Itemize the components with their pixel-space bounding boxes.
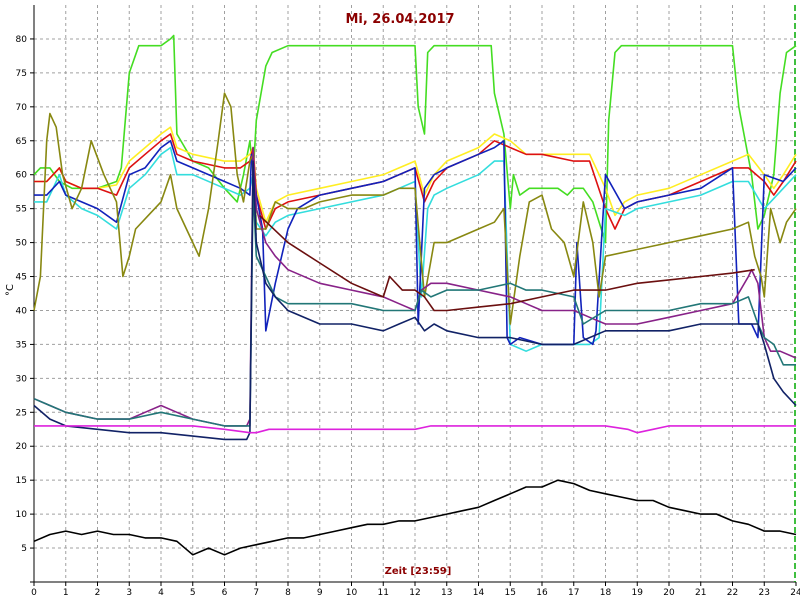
x-axis-label: Zeit [23:59] [385, 566, 452, 577]
y-tick-label: 65 [16, 137, 27, 147]
y-tick-label: 55 [16, 205, 27, 215]
x-tick-label: 1 [63, 588, 69, 598]
x-tick-label: 19 [632, 588, 644, 598]
y-axis-label: °C [5, 284, 16, 296]
y-tick-label: 70 [16, 103, 28, 113]
x-tick-label: 6 [222, 588, 228, 598]
series [33, 34, 797, 556]
series-line-6 [33, 92, 797, 325]
y-tick-label: 60 [16, 171, 28, 181]
y-tick-label: 40 [16, 306, 28, 316]
series-line-7 [33, 146, 797, 427]
series-line-12 [258, 214, 755, 312]
x-tick-label: 12 [409, 588, 420, 598]
y-tick-label: 80 [16, 35, 28, 45]
x-tick-label: 13 [441, 588, 452, 598]
x-tick-label: 11 [378, 588, 389, 598]
x-tick-label: 15 [505, 588, 516, 598]
series-line-9 [33, 160, 797, 441]
x-tick-label: 24 [790, 588, 800, 598]
y-tick-label: 30 [16, 374, 28, 384]
y-tick-label: 10 [16, 510, 28, 520]
x-tick-label: 0 [31, 588, 37, 598]
x-tick-label: 4 [158, 588, 164, 598]
x-tick-label: 22 [727, 588, 738, 598]
y-tick-label: 45 [16, 273, 27, 283]
x-tick-label: 8 [285, 588, 291, 598]
y-tick-label: 15 [16, 476, 27, 486]
y-tick-label: 25 [16, 408, 27, 418]
series-line-4 [34, 146, 797, 353]
x-tick-label: 9 [317, 588, 323, 598]
x-tick-label: 2 [95, 588, 101, 598]
labels: 0 1 2 3 4 5 6 7 8 9 10 11 12 13 14 15 16 17 18 19 20 21 22 23 24… [16, 35, 800, 598]
y-tick-label: 75 [16, 69, 27, 79]
x-tick-label: 17 [568, 588, 579, 598]
x-tick-label: 21 [695, 588, 706, 598]
y-tick-label: 20 [16, 442, 28, 452]
axes [30, 5, 797, 586]
x-tick-label: 20 [663, 588, 675, 598]
x-tick-label: 10 [346, 588, 358, 598]
y-tick-label: 35 [16, 340, 27, 350]
x-tick-label: 16 [536, 588, 548, 598]
chart-title: Mi, 26.04.2017 [345, 12, 454, 27]
x-tick-label: 3 [126, 588, 132, 598]
y-tick-label: 5 [21, 544, 27, 554]
series-line-11 [33, 479, 797, 556]
x-tick-label: 14 [473, 588, 485, 598]
series-line-8 [33, 187, 796, 427]
x-tick-label: 23 [759, 588, 770, 598]
series-line-1 [33, 34, 797, 244]
x-tick-label: 7 [253, 588, 259, 598]
series-line-10 [34, 425, 796, 434]
series-line-2 [34, 126, 797, 223]
x-tick-label: 5 [190, 588, 196, 598]
x-tick-label: 18 [600, 588, 612, 598]
series-line-5 [34, 140, 797, 346]
y-tick-label: 50 [16, 239, 28, 249]
